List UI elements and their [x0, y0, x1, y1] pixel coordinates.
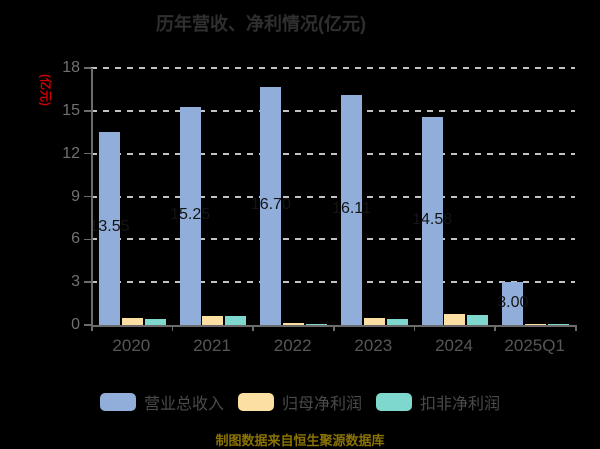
y-axis-tick-label: 6: [71, 230, 80, 248]
legend-item-归母净利润[interactable]: 归母净利润: [237, 390, 362, 414]
x-axis-category-label: 2024: [435, 336, 473, 355]
x-axis-category-label: 2020: [112, 336, 151, 355]
x-axis-tick-mark: [494, 325, 496, 331]
bar-value-label: 16.70: [250, 195, 291, 213]
bar-value-label: 16.11: [332, 199, 371, 217]
bar-value-label: 14.58: [412, 210, 453, 228]
gridline: [91, 67, 575, 69]
gridline: [91, 109, 575, 112]
bar-2020-s2: [144, 319, 166, 325]
bar-2020-s0: [99, 131, 120, 325]
y-axis-tick-label: 0: [71, 316, 80, 333]
gridline: [91, 238, 575, 241]
x-axis-tick-mark: [333, 325, 335, 331]
chart-title: 历年营收、净利情况(亿元): [156, 14, 366, 34]
x-axis-category-label: 2023: [354, 336, 393, 355]
bar-2021-s2: [225, 316, 247, 325]
bar-value-label: 13.55: [89, 218, 130, 236]
y-axis-tick-mark: [84, 67, 91, 69]
data-source-note: 制图数据来自恒生聚源数据库: [215, 433, 385, 448]
y-axis-tick-label: 3: [71, 273, 80, 291]
legend-item-营业总收入[interactable]: 营业总收入: [99, 390, 224, 414]
bar-2025Q1-s0: [502, 282, 524, 325]
bar-2020-s1: [121, 317, 143, 325]
y-axis-tick-mark: [84, 281, 91, 283]
x-axis-tick-mark: [575, 325, 577, 331]
bar-value-label: 15.25: [170, 206, 211, 224]
y-axis-tick-label: 9: [71, 187, 80, 205]
bar-2021-s1: [202, 316, 224, 325]
y-axis-tick-mark: [84, 110, 91, 112]
bar-2025Q1-s1: [525, 324, 547, 325]
x-axis-tick-mark: [413, 325, 416, 331]
legend-swatch: [99, 393, 136, 411]
bar-2022-s1: [283, 322, 305, 325]
legend-swatch: [237, 393, 274, 411]
legend-label: 营业总收入: [143, 396, 224, 413]
y-axis-tick-mark: [84, 238, 91, 241]
y-axis-tick-label: 18: [62, 59, 80, 76]
bar-2021-s0: [179, 107, 201, 325]
bar-2023-s1: [363, 317, 385, 325]
legend-label: 扣非净利润: [420, 396, 501, 413]
x-axis-category-label: 2025Q1: [504, 336, 565, 355]
gridline: [91, 195, 575, 198]
y-axis-tick-mark: [84, 195, 91, 198]
x-axis-tick-mark: [252, 325, 254, 331]
bar-2024-s0: [421, 116, 443, 325]
y-axis-tick-label: 15: [62, 101, 80, 119]
bar-2025Q1-s2: [547, 323, 569, 325]
bar-2022-s0: [260, 86, 282, 325]
y-axis-line: [91, 68, 93, 325]
gridline: [91, 152, 575, 155]
bar-2023-s2: [386, 318, 408, 325]
bar-value-label: 3.00: [497, 293, 529, 311]
legend: 营业总收入 归母净利润 扣非净利润: [0, 390, 600, 414]
y-axis-tick-label: 12: [62, 144, 80, 162]
gridline: [91, 281, 575, 284]
x-axis-category-label: 2022: [273, 336, 312, 355]
bar-2023-s0: [341, 94, 362, 325]
y-axis-tick-mark: [84, 152, 91, 155]
legend-swatch: [376, 393, 412, 411]
bar-2024-s1: [444, 313, 466, 325]
x-axis-tick-mark: [91, 325, 93, 331]
bar-2024-s2: [467, 314, 489, 325]
x-axis-line: [91, 325, 575, 327]
x-axis-tick-mark: [171, 325, 174, 331]
x-axis-category-label: 2021: [193, 336, 231, 355]
bar-2022-s2: [305, 323, 327, 325]
legend-label: 归母净利润: [281, 396, 362, 413]
legend-item-扣非净利润[interactable]: 扣非净利润: [376, 390, 500, 414]
y-axis-tick-mark: [84, 324, 91, 326]
